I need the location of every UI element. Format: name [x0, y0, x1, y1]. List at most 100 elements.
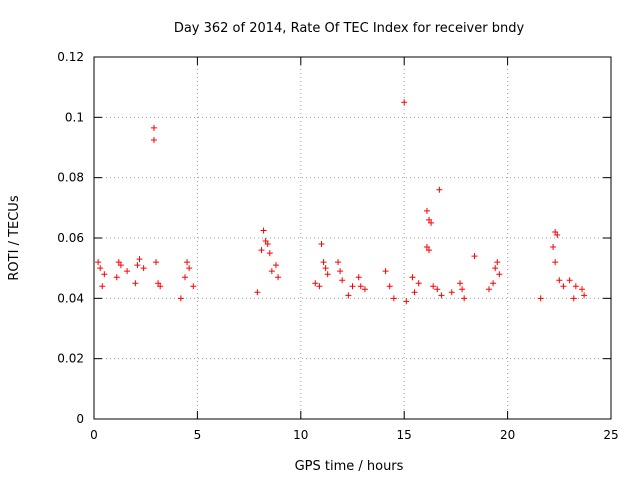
data-point: [254, 289, 261, 296]
data-point: [339, 277, 346, 284]
data-point: [113, 274, 120, 281]
data-point: [140, 265, 147, 272]
data-point: [268, 268, 275, 275]
y-tick-label: 0: [76, 412, 84, 426]
data-point: [423, 207, 430, 214]
data-point: [134, 262, 141, 269]
y-tick-label: 0.08: [57, 171, 84, 185]
data-point: [115, 259, 122, 266]
data-point: [411, 289, 418, 296]
data-point: [461, 295, 468, 302]
data-point: [448, 289, 455, 296]
x-tick-label: 10: [293, 428, 308, 442]
data-point: [150, 136, 157, 143]
data-point: [581, 292, 588, 299]
data-point: [153, 259, 160, 266]
data-point: [275, 274, 282, 281]
data-point: [312, 280, 319, 287]
data-point: [494, 259, 501, 266]
data-point: [572, 283, 579, 290]
data-point: [496, 271, 503, 278]
data-point: [438, 292, 445, 299]
x-tick-label: 25: [603, 428, 618, 442]
data-point: [403, 298, 410, 305]
x-tick-label: 0: [90, 428, 98, 442]
data-point: [390, 295, 397, 302]
data-point: [95, 259, 102, 266]
data-point: [457, 280, 464, 287]
data-point: [430, 283, 437, 290]
plot-frame: [93, 56, 612, 420]
data-point: [556, 277, 563, 284]
data-point: [552, 259, 559, 266]
data-point: [184, 259, 191, 266]
y-tick-label: 0.1: [65, 110, 84, 124]
y-tick-label: 0.02: [57, 352, 84, 366]
data-point: [349, 283, 356, 290]
data-point: [485, 286, 492, 293]
data-point: [335, 259, 342, 266]
data-point: [554, 231, 561, 238]
data-point: [490, 280, 497, 287]
data-point: [560, 283, 567, 290]
data-point: [97, 265, 104, 272]
data-point: [150, 124, 157, 131]
points-layer: [95, 99, 588, 305]
data-point: [320, 259, 327, 266]
data-point: [190, 283, 197, 290]
data-point: [186, 265, 193, 272]
data-point: [386, 283, 393, 290]
data-point: [157, 283, 164, 290]
data-point: [409, 274, 416, 281]
data-point: [345, 292, 352, 299]
data-point: [550, 244, 557, 251]
data-point: [181, 274, 188, 281]
data-point: [337, 268, 344, 275]
data-point: [155, 280, 162, 287]
data-point: [426, 216, 433, 223]
ticks-layer: 0 0.02 0.04 0.06 0.08 0.1 0.12 0 5 10 15 20 25: [57, 50, 618, 442]
data-point: [401, 99, 408, 106]
data-point: [415, 280, 422, 287]
data-point: [436, 186, 443, 193]
data-point: [570, 295, 577, 302]
data-point: [258, 247, 265, 254]
data-point: [357, 283, 364, 290]
data-point: [132, 280, 139, 287]
data-point: [492, 265, 499, 272]
data-point: [136, 256, 143, 263]
data-point: [566, 277, 573, 284]
x-tick-label: 5: [194, 428, 202, 442]
y-axis-label: ROTI / TECUs: [7, 195, 22, 280]
data-point: [99, 283, 106, 290]
grid-layer: [94, 57, 611, 419]
data-point: [177, 295, 184, 302]
x-tick-label: 15: [397, 428, 412, 442]
x-axis-label: GPS time / hours: [295, 459, 404, 474]
data-point: [324, 271, 331, 278]
data-point: [318, 241, 325, 248]
data-point: [426, 247, 433, 254]
data-point: [355, 274, 362, 281]
data-point: [434, 286, 441, 293]
y-tick-label: 0.06: [57, 231, 84, 245]
data-point: [266, 250, 273, 257]
data-point: [124, 268, 131, 275]
data-point: [459, 286, 466, 293]
data-point: [537, 295, 544, 302]
data-point: [260, 227, 267, 234]
data-point: [101, 271, 108, 278]
data-point: [117, 262, 124, 269]
data-point: [322, 265, 329, 272]
y-tick-label: 0.04: [57, 291, 84, 305]
x-tick-label: 20: [500, 428, 515, 442]
data-point: [382, 268, 389, 275]
data-point: [552, 228, 559, 235]
data-point: [272, 262, 279, 269]
data-point: [471, 253, 478, 260]
data-point: [423, 244, 430, 251]
data-point: [316, 283, 323, 290]
data-point: [264, 241, 271, 248]
y-tick-label: 0.12: [57, 50, 84, 64]
data-point: [579, 286, 586, 293]
